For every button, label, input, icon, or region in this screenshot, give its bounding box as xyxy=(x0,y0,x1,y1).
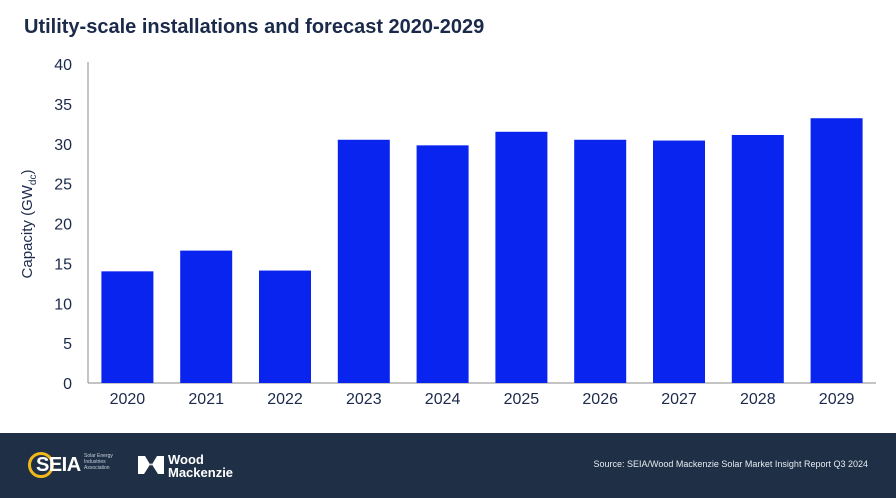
wood-mackenzie-mark-icon xyxy=(138,456,164,474)
bar-2024 xyxy=(416,145,469,383)
bar-2021 xyxy=(180,250,233,383)
y-axis-title-main: Capacity (GW xyxy=(19,184,36,278)
bar-2028 xyxy=(731,134,784,383)
y-tick-label: 25 xyxy=(54,177,72,194)
x-tick-label-2022: 2022 xyxy=(267,391,303,408)
x-tick-label-2021: 2021 xyxy=(188,391,224,408)
y-tick-label: 5 xyxy=(63,336,72,353)
wood-mackenzie-logo: Wood Mackenzie xyxy=(138,451,248,483)
bar-2029 xyxy=(810,118,863,383)
y-axis-title-subscript: dc xyxy=(28,175,39,186)
y-tick-label: 0 xyxy=(63,376,72,393)
y-tick-label: 15 xyxy=(54,256,72,273)
x-tick-label-2027: 2027 xyxy=(661,391,697,408)
bar-2027 xyxy=(653,140,705,383)
y-tick-label: 20 xyxy=(54,217,72,234)
x-tick-label-2026: 2026 xyxy=(582,391,618,408)
seia-logo-text: SEIA xyxy=(36,454,81,476)
bar-2022 xyxy=(259,270,311,383)
x-tick-label-2023: 2023 xyxy=(346,391,382,408)
seia-logo: SEIA Solar Energy Industries Association xyxy=(26,449,136,483)
bar-2020 xyxy=(101,271,154,383)
y-axis-title: Capacity (GWdc) xyxy=(19,170,39,279)
y-tick-label: 40 xyxy=(54,57,72,74)
bar-2026 xyxy=(574,139,627,383)
y-tick-label: 10 xyxy=(54,296,72,313)
wood-mackenzie-wordmark: Wood Mackenzie xyxy=(168,453,233,479)
x-tick-label-2024: 2024 xyxy=(425,391,461,408)
y-tick-label: 35 xyxy=(54,97,72,114)
source-note: Source: SEIA/Wood Mackenzie Solar Market… xyxy=(593,459,868,469)
x-tick-label-2025: 2025 xyxy=(504,391,540,408)
chart-title: Utility-scale installations and forecast… xyxy=(24,16,485,38)
x-tick-label-2020: 2020 xyxy=(110,391,146,408)
x-tick-label-2028: 2028 xyxy=(740,391,776,408)
bar-2025 xyxy=(495,131,548,383)
y-tick-label: 30 xyxy=(54,137,72,154)
footer-bar: SEIA Solar Energy Industries Association… xyxy=(0,433,896,498)
y-axis-title-close: ) xyxy=(19,170,36,175)
bar-2023 xyxy=(337,139,390,383)
sun-ring-icon xyxy=(28,452,54,478)
x-tick-label-2029: 2029 xyxy=(819,391,855,408)
wm-line2: Mackenzie xyxy=(168,465,234,480)
wm-line1: Wood xyxy=(168,452,204,467)
seia-tagline: Solar Energy Industries Association xyxy=(84,453,113,471)
